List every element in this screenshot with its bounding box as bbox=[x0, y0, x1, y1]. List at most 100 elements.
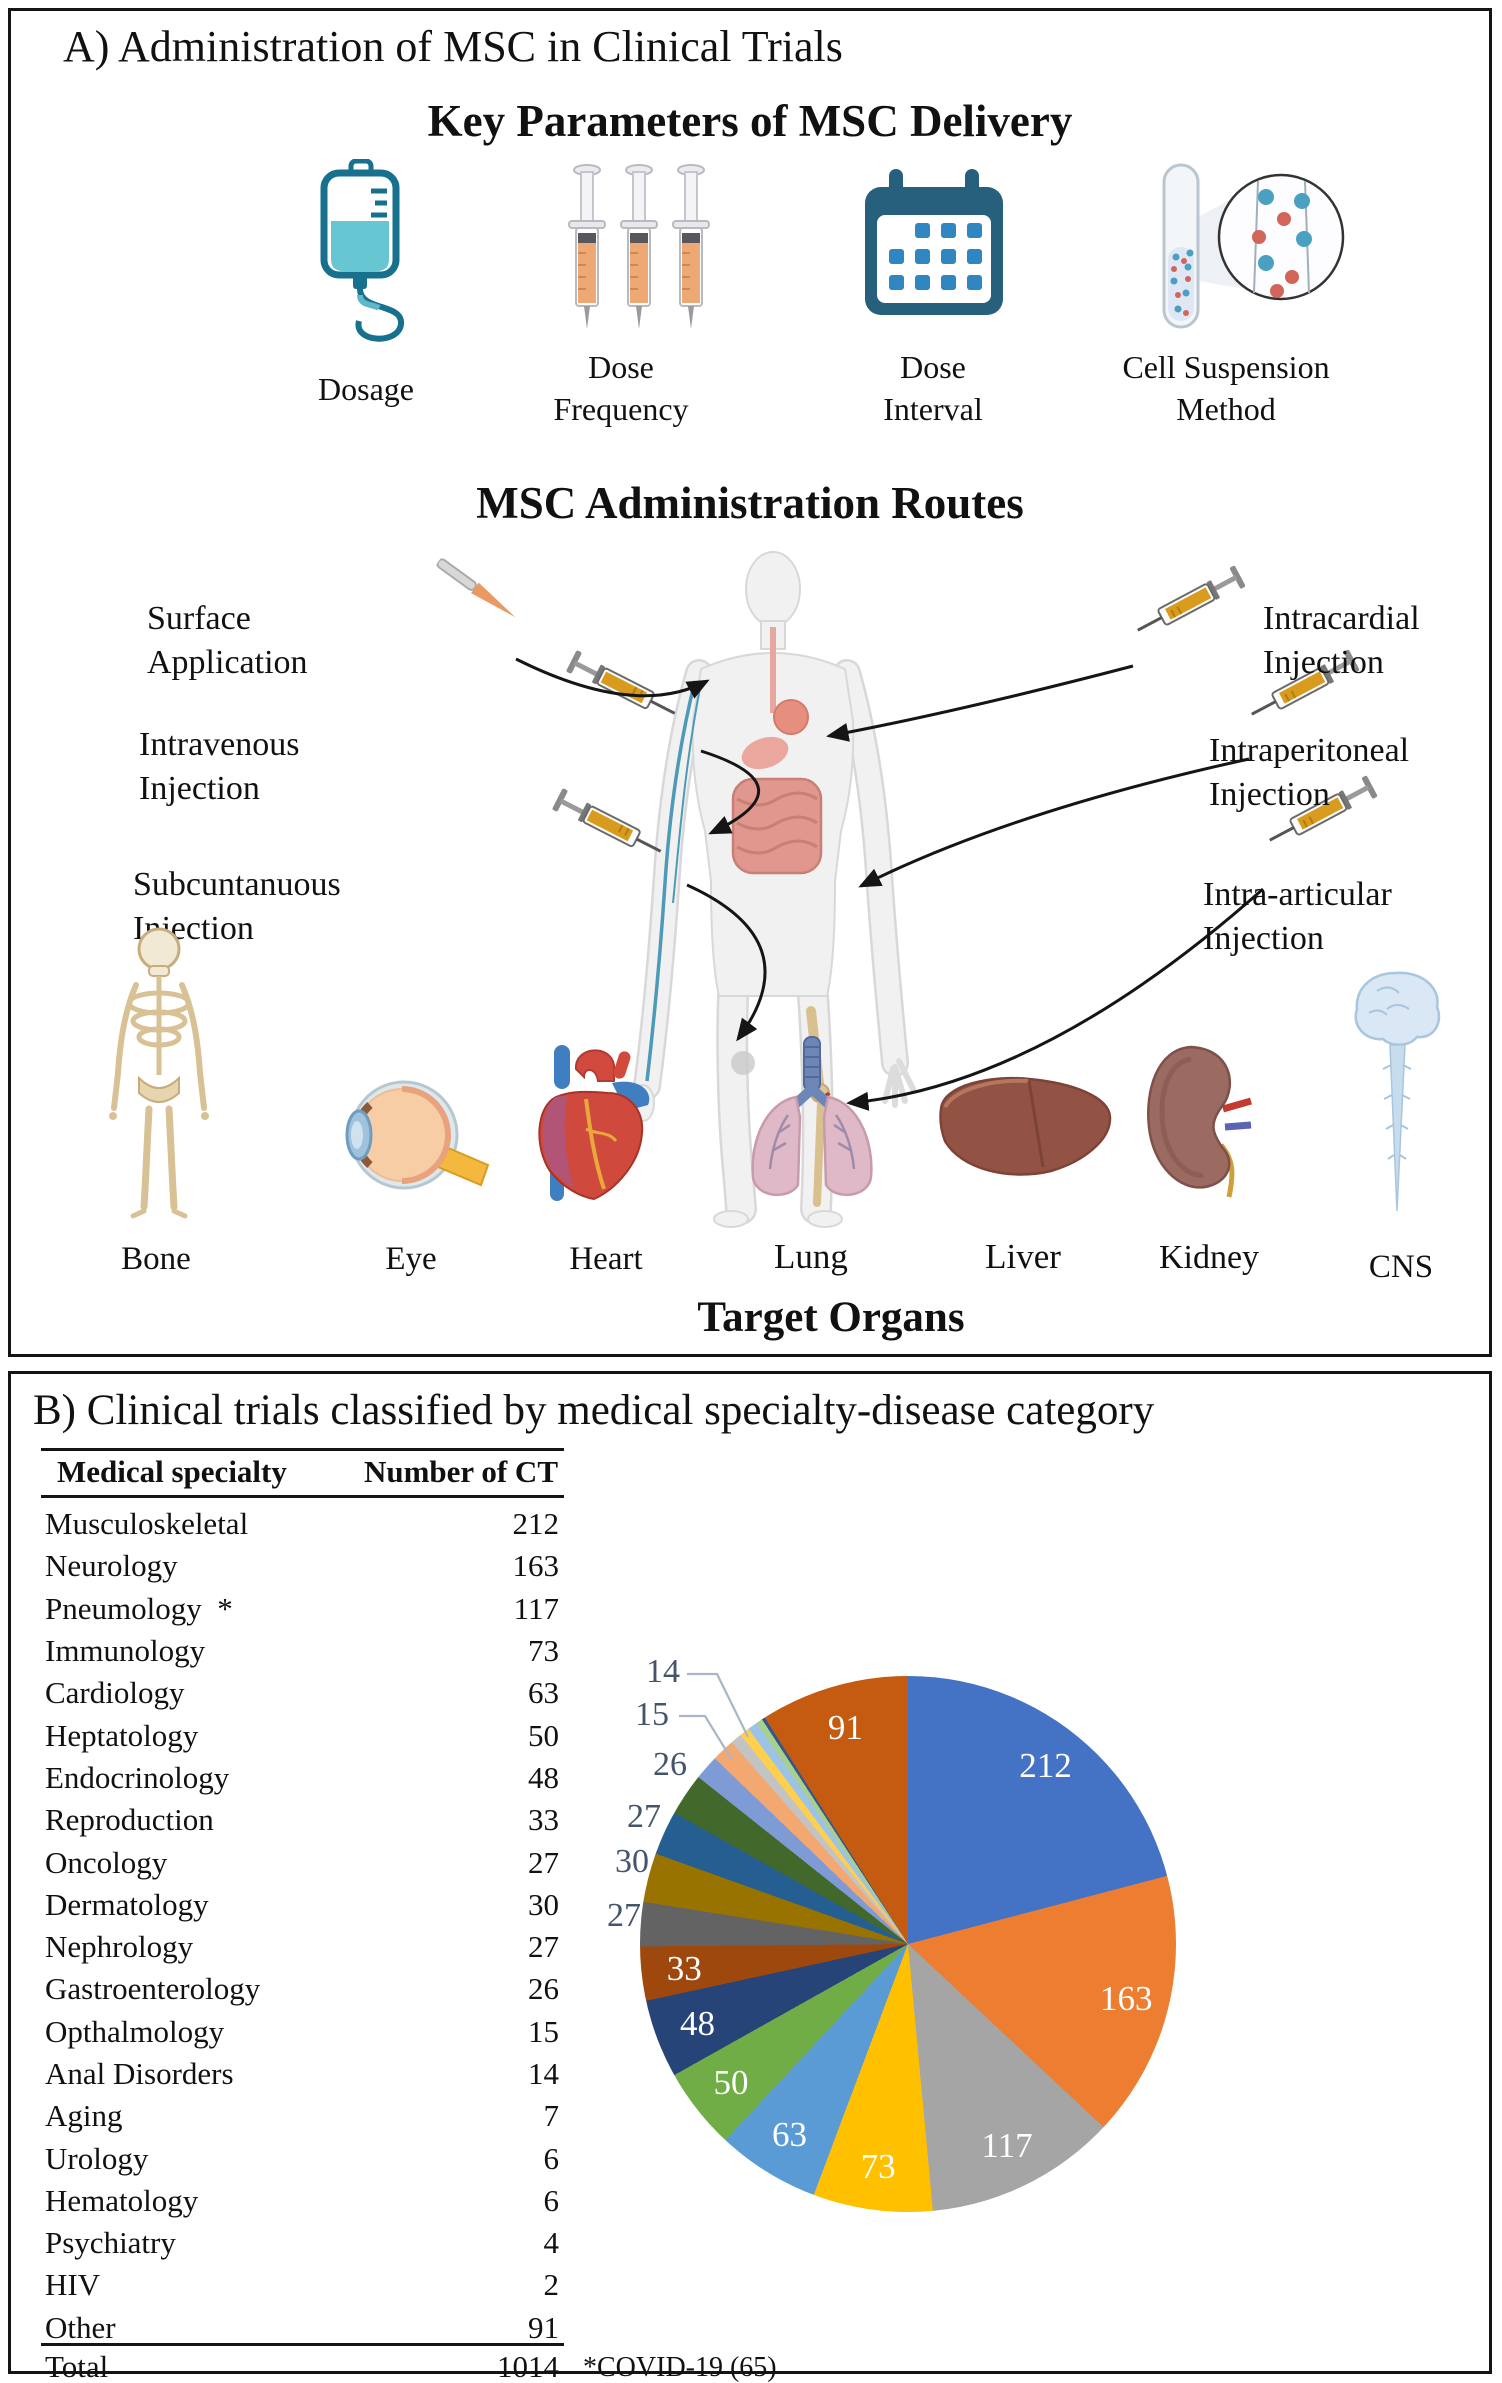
route-label-intra-articular: Intra-articular Injection bbox=[1203, 876, 1392, 958]
specialty-name: Endocrinology bbox=[45, 1759, 230, 1795]
route-label-intravenous: Intravenous Injection bbox=[139, 726, 300, 808]
table-header-count: Number of CT bbox=[363, 1454, 558, 1489]
pie-value-label: 27 bbox=[607, 1897, 641, 1934]
total-label: Total bbox=[45, 2349, 109, 2383]
table-row: Nephrology 27 bbox=[45, 1926, 559, 1968]
lungs-icon bbox=[751, 1036, 873, 1197]
specialty-count: 73 bbox=[528, 1633, 559, 1669]
cns-icon bbox=[1354, 971, 1441, 1212]
specialty-count: 27 bbox=[528, 1844, 559, 1880]
table-row: Reproduction 33 bbox=[45, 1799, 559, 1841]
dose-frequency-label: Dose Frequency bbox=[553, 349, 689, 427]
specialty-name: HIV bbox=[45, 2267, 101, 2303]
total-value: 1014 bbox=[497, 2349, 559, 2383]
pie-value-label: 27 bbox=[627, 1798, 661, 1835]
dosage-label: Dosage bbox=[318, 371, 414, 407]
table-row: Psychiatry 4 bbox=[45, 2222, 559, 2264]
specialty-count: 48 bbox=[528, 1759, 559, 1795]
specialty-name: Neurology bbox=[45, 1548, 178, 1584]
specialty-name: Dermatology bbox=[45, 1886, 209, 1922]
specialty-count: 33 bbox=[528, 1802, 559, 1838]
cell-suspension-label: Cell Suspension Method bbox=[1122, 349, 1330, 427]
specialty-count: 50 bbox=[528, 1717, 559, 1753]
table-row: Pneumology * 117 bbox=[45, 1588, 559, 1630]
route-label-intraperitoneal: Intraperitoneal Injection bbox=[1209, 732, 1410, 814]
table-row: Urology 6 bbox=[45, 2137, 559, 2179]
kidney-icon bbox=[1147, 1045, 1252, 1198]
organ-label-eye: Eye bbox=[385, 1241, 437, 1277]
specialty-name: Psychiatry bbox=[45, 2225, 176, 2261]
specialty-name: Nephrology bbox=[45, 1929, 194, 1965]
organ-label-heart: Heart bbox=[569, 1241, 643, 1277]
intracardial-syringe-icon bbox=[1130, 563, 1248, 643]
specialty-name: Aging bbox=[45, 2098, 123, 2134]
iv-bag-icon bbox=[320, 159, 404, 342]
specialty-count: 30 bbox=[528, 1886, 559, 1922]
organ-label-lung: Lung bbox=[774, 1237, 848, 1276]
table-row: HIV 2 bbox=[45, 2264, 559, 2306]
table-row: Opthalmology 15 bbox=[45, 2011, 559, 2053]
table-row: Immunology 73 bbox=[45, 1630, 559, 1672]
table-top-rule bbox=[41, 1448, 564, 1451]
covid-footnote: *COVID-19 (65) bbox=[583, 2352, 777, 2383]
specialty-count: 15 bbox=[528, 2013, 559, 2049]
route-label-intracardial: Intracardial Injection bbox=[1263, 600, 1420, 682]
table-row: Oncology 27 bbox=[45, 1841, 559, 1883]
table-row: Musculoskeletal 212 bbox=[45, 1503, 559, 1545]
specialty-count: 2 bbox=[543, 2267, 560, 2303]
specialty-count: 26 bbox=[528, 1971, 559, 2007]
administration-routes-heading: MSC Administration Routes bbox=[476, 478, 1024, 528]
specialty-name: Other bbox=[45, 2309, 116, 2345]
cell-suspension-icon bbox=[1162, 163, 1345, 329]
heart-icon bbox=[538, 1045, 650, 1201]
specialty-count: 4 bbox=[543, 2225, 560, 2261]
specialty-count: 7 bbox=[543, 2098, 560, 2134]
skeleton-icon bbox=[109, 927, 209, 1219]
specialty-name: Opthalmology bbox=[45, 2013, 225, 2049]
specialty-name: Anal Disorders bbox=[45, 2056, 234, 2091]
specialty-count: 117 bbox=[513, 1590, 559, 1626]
table-row: Other 91 bbox=[45, 2307, 559, 2349]
pie-value-label: 26 bbox=[653, 1746, 687, 1783]
table-total-row: Total 1014 bbox=[45, 2349, 559, 2383]
panel-a: A) Administration of MSC in Clinical Tri… bbox=[8, 8, 1492, 1357]
specialty-name: Reproduction bbox=[45, 1802, 214, 1838]
panel-b: B) Clinical trials classified by medical… bbox=[8, 1371, 1492, 2383]
specialty-name: Gastroenterology bbox=[45, 1971, 261, 2007]
organ-label-kidney: Kidney bbox=[1158, 1239, 1260, 1276]
specialty-table-rows: Musculoskeletal 212 Neurology 163 Pneumology… bbox=[45, 1503, 559, 2349]
specialty-count: 163 bbox=[512, 1548, 560, 1584]
panel-b-title: B) Clinical trials classified by medical… bbox=[33, 1387, 1155, 1434]
pie-value-label: 30 bbox=[615, 1843, 649, 1880]
specialty-count: 27 bbox=[528, 1929, 559, 1965]
surface-applicator-icon bbox=[433, 555, 521, 624]
table-row: Cardiology 63 bbox=[45, 1672, 559, 1714]
panel-a-title: A) Administration of MSC in Clinical Tri… bbox=[63, 22, 843, 71]
specialty-count: 91 bbox=[528, 2309, 559, 2345]
specialty-name: Immunology bbox=[45, 1633, 206, 1669]
syringes-icon bbox=[568, 164, 710, 330]
table-row: Heptatology 50 bbox=[45, 1714, 559, 1756]
table-header-rule bbox=[41, 1495, 564, 1498]
pie-value-label: 14 bbox=[646, 1653, 680, 1690]
target-organs-heading: Target Organs bbox=[697, 1294, 965, 1341]
specialty-count: 6 bbox=[543, 2140, 560, 2176]
table-row: Dermatology 30 bbox=[45, 1884, 559, 1926]
route-label-surface: Surface Application bbox=[147, 600, 308, 682]
pie-value-label: 15 bbox=[635, 1696, 669, 1733]
specialty-name: Pneumology * bbox=[45, 1590, 233, 1626]
specialty-count: 6 bbox=[543, 2182, 560, 2218]
table-row: Anal Disorders 14 bbox=[45, 2053, 559, 2095]
specialty-name: Cardiology bbox=[45, 1675, 185, 1711]
specialty-count: 14 bbox=[528, 2056, 559, 2091]
table-header: Medical specialty Number of CT bbox=[41, 1454, 562, 1490]
specialty-name: Heptatology bbox=[45, 1717, 199, 1753]
table-row: Neurology 163 bbox=[45, 1545, 559, 1587]
specialty-count: 63 bbox=[528, 1675, 559, 1711]
specialty-name: Urology bbox=[45, 2140, 149, 2176]
eye-icon bbox=[345, 1080, 490, 1190]
organ-label-cns: CNS bbox=[1368, 1249, 1434, 1285]
specialty-name: Hematology bbox=[45, 2182, 199, 2218]
table-row: Gastroenterology 26 bbox=[45, 1968, 559, 2010]
